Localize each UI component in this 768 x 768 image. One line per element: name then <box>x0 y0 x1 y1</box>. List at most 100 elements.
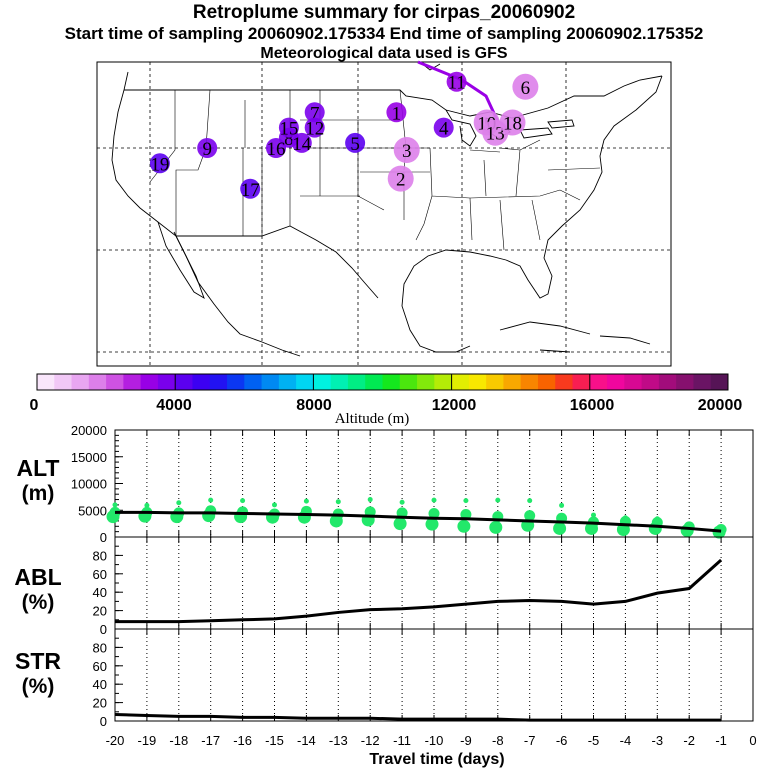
altitude-dot <box>367 497 373 503</box>
x-tick-label: -11 <box>393 733 411 748</box>
altitude-dot <box>495 497 501 503</box>
x-tick-label: -2 <box>683 733 695 748</box>
cluster-marker <box>387 165 414 192</box>
y-tick-label: 20000 <box>71 423 107 438</box>
y-tick-label: 20 <box>93 604 107 619</box>
plume-clusters: 12345678910111213141516171819 <box>149 71 539 201</box>
cluster-marker <box>433 117 454 138</box>
colorbar-segment <box>71 374 90 390</box>
colorbar-segment <box>227 374 245 390</box>
colorbar-segment <box>209 374 228 390</box>
colorbar-frame <box>36 373 729 391</box>
altitude-dot <box>393 517 407 531</box>
altitude-dot <box>428 507 440 519</box>
altitude-dot <box>425 517 439 531</box>
colorbar-segment <box>261 374 280 390</box>
str-panel-title: STR <box>15 648 61 674</box>
abl-panel-unit: (%) <box>22 591 55 614</box>
x-tick-label: -6 <box>556 733 568 748</box>
cluster-marker <box>291 132 312 153</box>
chart-title: Retroplume summary for cirpas_20060902 <box>192 2 576 23</box>
colorbar-segment <box>641 374 660 390</box>
altitude-dot <box>524 510 536 522</box>
y-tick-label: 60 <box>93 567 107 582</box>
y-tick-label: 20 <box>93 696 107 711</box>
colorbar-segment <box>555 374 574 390</box>
x-axis-title: Travel time (days) <box>369 751 504 768</box>
colorbar-segment <box>520 374 539 390</box>
colorbar-segment <box>624 374 643 390</box>
cluster-label: 1 <box>392 103 402 124</box>
altitude-dot <box>303 498 309 504</box>
cluster-label: 11 <box>447 73 465 94</box>
y-tick-label: 10000 <box>71 477 107 492</box>
colorbar-label-20000: 20000 <box>698 397 743 414</box>
y-tick-label: 60 <box>93 659 107 674</box>
cluster-label: 5 <box>350 134 360 155</box>
colorbar-segment <box>658 374 677 390</box>
colorbar-segment <box>399 374 418 390</box>
altitude-dot <box>335 499 341 505</box>
colorbar-segment <box>417 374 435 390</box>
y-tick-label: 0 <box>100 530 107 545</box>
x-tick-label: -10 <box>425 733 444 748</box>
colorbar-segment <box>296 374 314 390</box>
y-tick-label: 80 <box>93 548 107 563</box>
altitude-dot <box>399 499 405 505</box>
atlantic-coast <box>505 75 663 299</box>
altitude-dot <box>457 519 471 533</box>
cluster-marker <box>393 137 420 164</box>
altitude-dot <box>272 502 277 508</box>
y-tick-label: 40 <box>93 585 107 600</box>
colorbar-segment <box>382 374 401 390</box>
cluster-label: 16 <box>267 139 286 160</box>
colorbar-segment <box>468 374 487 390</box>
altitude-dot <box>559 502 565 508</box>
colorbar-label-0: 0 <box>30 397 39 414</box>
altitude-dot <box>329 514 343 528</box>
cluster-label: 4 <box>439 119 449 140</box>
cluster-label: 8 <box>284 129 294 150</box>
colorbar-segment <box>537 374 556 390</box>
cluster-marker <box>304 117 325 138</box>
altitude-dot <box>431 497 437 503</box>
country-borders <box>111 61 663 357</box>
x-tick-label: -5 <box>588 733 600 748</box>
colorbar-segment <box>244 374 263 390</box>
x-tick-label: -19 <box>138 733 157 748</box>
colorbar-segment <box>140 374 159 390</box>
cluster-label: 14 <box>292 134 312 155</box>
altitude-dot <box>680 524 694 538</box>
y-tick-label: 80 <box>93 640 107 655</box>
abl-line <box>115 558 723 624</box>
colorbar-label-16000: 16000 <box>570 397 615 414</box>
colorbar-segment <box>676 374 694 390</box>
colorbar-segment <box>157 374 176 390</box>
colorbar-segment <box>486 374 504 390</box>
caribbean-islands <box>499 321 651 353</box>
abl-panel-title: ABL <box>14 564 61 590</box>
cluster-label: 12 <box>305 119 324 140</box>
x-tick-label: -3 <box>652 733 664 748</box>
cluster-label: 9 <box>202 139 212 160</box>
colorbar-segment <box>278 374 297 390</box>
altitude-dot <box>144 502 150 508</box>
y-tick-label: 5000 <box>78 503 107 518</box>
x-tick-label: -17 <box>201 733 220 748</box>
colorbar-segment <box>710 374 729 390</box>
x-tick-label: -20 <box>106 733 125 748</box>
altitude-dot <box>176 500 182 506</box>
colorbar-segment <box>330 374 349 390</box>
cluster-marker <box>446 71 467 92</box>
alt-panel-unit: (m) <box>22 482 55 505</box>
colorbar-segment <box>434 374 453 390</box>
alt-panel-title: ALT <box>16 455 59 481</box>
colorbar-segment <box>572 374 591 390</box>
cluster-marker <box>499 109 526 136</box>
colorbar-label-4000: 4000 <box>156 397 192 414</box>
cluster-marker <box>197 138 218 158</box>
panel-frame <box>114 628 754 722</box>
x-tick-label: 0 <box>749 733 756 748</box>
cluster-label: 6 <box>521 78 531 99</box>
colorbar-segment <box>693 374 712 390</box>
